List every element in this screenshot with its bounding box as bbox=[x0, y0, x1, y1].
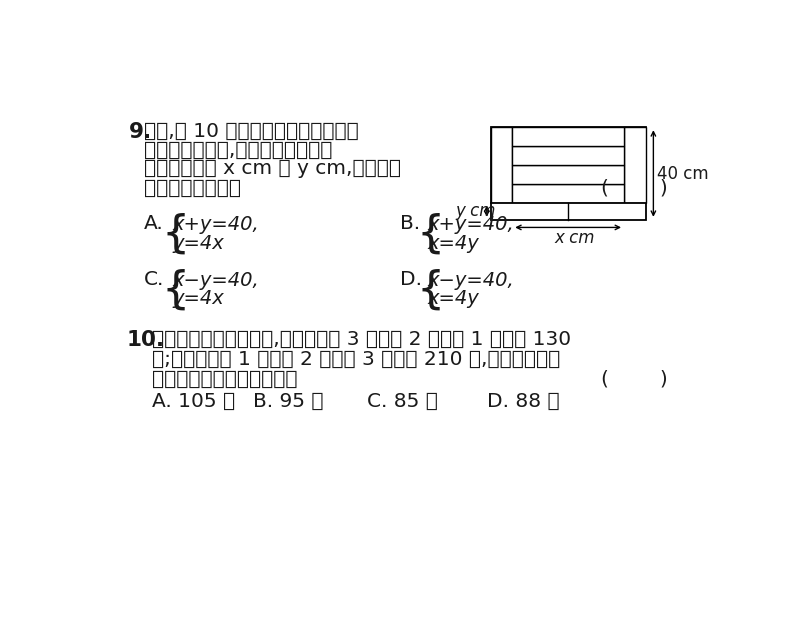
Bar bbox=[491, 128, 512, 203]
Text: x+y=40,: x+y=40, bbox=[428, 215, 515, 234]
Bar bbox=[491, 128, 646, 203]
Text: {: { bbox=[161, 213, 190, 256]
Bar bbox=[512, 128, 624, 146]
Text: {: { bbox=[417, 213, 445, 256]
Text: D.: D. bbox=[400, 270, 422, 289]
Text: x=4y: x=4y bbox=[428, 234, 480, 252]
Text: y=4x: y=4x bbox=[172, 234, 224, 252]
Text: D. 88 元: D. 88 元 bbox=[487, 392, 560, 410]
Text: B.: B. bbox=[400, 214, 420, 233]
Text: (        ): ( ) bbox=[601, 179, 669, 198]
Bar bbox=[491, 203, 646, 220]
Text: 9.: 9. bbox=[129, 122, 152, 142]
Bar bbox=[512, 165, 624, 184]
Text: x cm: x cm bbox=[554, 229, 595, 247]
Bar bbox=[512, 146, 624, 165]
Text: A. 105 元: A. 105 元 bbox=[152, 392, 235, 410]
Text: 如图,用 10 块相同的小长方形纸板拼: 如图,用 10 块相同的小长方形纸板拼 bbox=[145, 122, 359, 141]
Text: B. 95 元: B. 95 元 bbox=[252, 392, 323, 410]
Text: 有甲、乙、丙三种商品,如果购买甲 3 件、乙 2 件、丙 1 件共需 130: 有甲、乙、丙三种商品,如果购买甲 3 件、乙 2 件、丙 1 件共需 130 bbox=[152, 330, 571, 349]
Text: y=4x: y=4x bbox=[172, 289, 224, 308]
Text: 元;如果购买甲 1 件、乙 2 件、丙 3 件共需 210 元,那么购买甲、: 元;如果购买甲 1 件、乙 2 件、丙 3 件共需 210 元,那么购买甲、 bbox=[152, 350, 561, 369]
Text: x−y=40,: x−y=40, bbox=[428, 270, 515, 290]
Text: y cm: y cm bbox=[456, 202, 496, 220]
Text: A.: A. bbox=[145, 214, 164, 233]
Text: {: { bbox=[417, 269, 445, 311]
Text: x=4y: x=4y bbox=[428, 289, 480, 308]
Text: C. 85 元: C. 85 元 bbox=[367, 392, 437, 410]
Text: 10.: 10. bbox=[126, 330, 164, 350]
Text: 列方程组正确的是: 列方程组正确的是 bbox=[145, 179, 241, 198]
Text: C.: C. bbox=[145, 270, 164, 289]
Text: (        ): ( ) bbox=[601, 370, 669, 389]
Text: x−y=40,: x−y=40, bbox=[172, 270, 259, 290]
Text: 长和宽分别为 x cm 和 y cm,则依题意: 长和宽分别为 x cm 和 y cm,则依题意 bbox=[145, 159, 401, 178]
Text: 40 cm: 40 cm bbox=[657, 164, 709, 182]
Text: 乙、丙三种商品各一件共需: 乙、丙三种商品各一件共需 bbox=[152, 370, 298, 389]
Text: 成一个大长方形,设小长方形纸板的: 成一个大长方形,设小长方形纸板的 bbox=[145, 140, 333, 160]
Text: x+y=40,: x+y=40, bbox=[172, 215, 259, 234]
Text: {: { bbox=[161, 269, 190, 311]
Bar bbox=[512, 184, 624, 203]
Bar bbox=[624, 128, 646, 203]
